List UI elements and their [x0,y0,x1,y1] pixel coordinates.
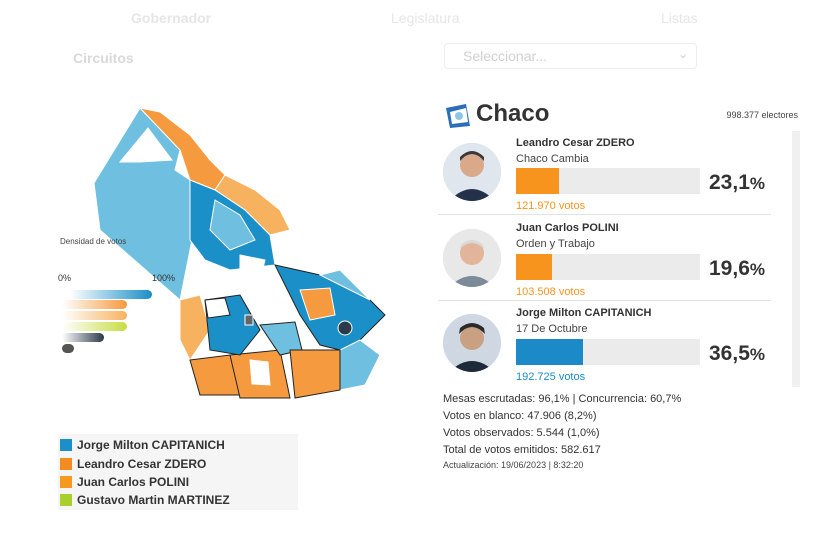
avatar [443,229,501,287]
vote-bar-fill [516,254,552,280]
region-title: Chaco [476,100,550,127]
density-bar-polini [62,311,127,320]
density-label: Densidad de votos [60,237,127,246]
density-bar-martinez [62,322,127,331]
density-min-label: 0% [58,273,72,283]
mesas-escrutadas: Mesas escrutadas: 96,1% | Concurrencia: … [443,393,682,405]
legend-swatch [60,439,72,451]
density-bar-gray [62,344,74,353]
candidate-list[interactable]: Leandro Cesar ZDERO Chaco Cambia 23,1% 1… [438,131,798,387]
avatar [443,314,501,372]
tab-gobernador[interactable]: Gobernador [131,10,212,26]
votos-observados: Votos observados: 5.544 (1,0%) [443,427,600,439]
map-region [289,349,341,399]
density-bar-zdero [62,300,127,309]
vote-bar-fill [516,339,583,365]
legend-item: Gustavo Martin MARTINEZ [60,492,230,508]
legend-swatch [60,494,72,506]
legend-label: Jorge Milton CAPITANICH [77,438,225,452]
candidate-party: Orden y Trabajo [516,238,595,250]
candidate-percentage: 36,5% [709,342,765,365]
electores-count: 998.377 electores [726,110,798,120]
map-region [209,199,256,251]
avatar [443,143,501,201]
legend-item: Juan Carlos POLINI [60,474,189,490]
vote-bar [516,254,700,280]
chevron-down-icon: ⌄ [677,47,688,61]
vote-bar [516,339,700,365]
candidate-name: Leandro Cesar ZDERO [516,137,635,149]
legend-swatch [60,476,72,488]
tab-listas[interactable]: Listas [661,10,698,26]
candidate-card[interactable]: Juan Carlos POLINI Orden y Trabajo 19,6%… [438,217,771,301]
density-bar-capitanich [70,290,152,299]
map-region [179,294,211,361]
candidate-name: Jorge Milton CAPITANICH [516,307,652,319]
legend-label: Juan Carlos POLINI [77,475,190,489]
candidate-votes: 121.970 votos [516,200,586,212]
candidate-party: 17 De Octubre [516,323,588,335]
candidate-name: Juan Carlos POLINI [516,222,619,234]
map-region [291,244,309,266]
circuit-select-value: Seleccionar... [463,48,548,64]
legend-item: Jorge Milton CAPITANICH [60,437,225,453]
chaco-map[interactable] [40,100,420,410]
map-region [318,269,371,301]
map-region [299,287,336,321]
update-timestamp: Actualización: 19/06/2023 | 8:32:20 [443,460,584,470]
candidate-party: Chaco Cambia [516,153,589,165]
candidate-percentage: 19,6% [709,257,765,280]
circuit-select[interactable]: Seleccionar... ⌄ [444,43,697,69]
circuitos-label: Circuitos [73,50,134,66]
tab-bar: Gobernador Legislatura Listas [0,0,828,38]
votos-emitidos: Total de votos emitidos: 582.617 [443,444,601,456]
map-region [339,339,381,391]
map-region [239,254,266,281]
map-region [249,359,271,386]
map-region [204,297,231,319]
tab-legislatura[interactable]: Legislatura [391,10,460,26]
map-region [244,314,254,326]
candidate-percentage: 23,1% [709,171,765,194]
candidate-legend: Jorge Milton CAPITANICH Leandro Cesar ZD… [58,434,298,510]
legend-item: Leandro Cesar ZDERO [60,456,206,472]
map-region [118,127,173,163]
density-bar-other [62,333,104,342]
vote-bar [516,168,700,194]
vote-bar-fill [516,168,559,194]
candidate-votes: 103.508 votos [516,286,586,298]
density-max-label: 100% [152,273,176,283]
legend-label: Gustavo Martin MARTINEZ [77,493,230,507]
chaco-flag-icon [446,104,470,128]
legend-swatch [60,458,72,470]
votos-blanco: Votos en blanco: 47.906 (8,2%) [443,410,597,422]
results-stats: Mesas escrutadas: 96,1% | Concurrencia: … [443,391,681,459]
legend-label: Leandro Cesar ZDERO [77,457,207,471]
candidate-card[interactable]: Jorge Milton CAPITANICH 17 De Octubre 36… [438,302,771,386]
map-region [337,320,353,336]
candidate-card[interactable]: Leandro Cesar ZDERO Chaco Cambia 23,1% 1… [438,131,771,215]
candidate-votes: 192.725 votos [516,371,586,383]
candidate-list-scrollbar[interactable] [792,131,800,387]
